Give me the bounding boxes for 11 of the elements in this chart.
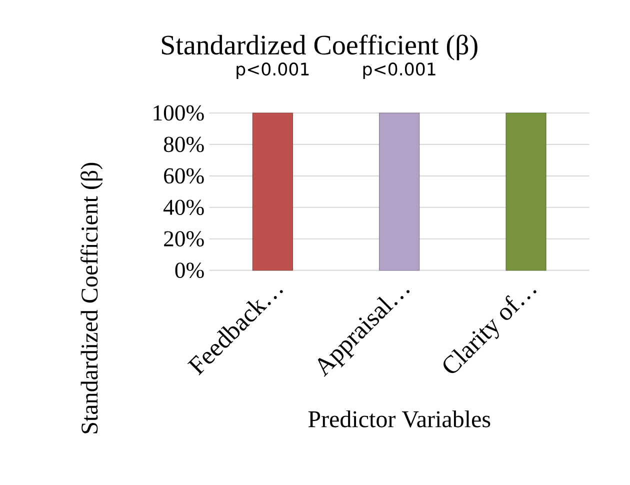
y-tick-label: 100% bbox=[154, 105, 204, 121]
y-tick-label: 80% bbox=[164, 136, 204, 152]
annotation: p<0.001 bbox=[236, 62, 309, 79]
y-tick-label: 60% bbox=[164, 168, 204, 184]
y-axis-title: Standardized Coefficient (β) bbox=[80, 162, 103, 434]
chart-title: Standardized Coefficient (β) bbox=[162, 34, 478, 60]
y-tick-label: 20% bbox=[164, 231, 204, 247]
y-tick-label: 40% bbox=[164, 200, 204, 216]
x-axis-title: Predictor Variables bbox=[308, 410, 490, 428]
y-tick-label: 0% bbox=[175, 262, 204, 278]
annotation: p<0.001 bbox=[363, 62, 436, 79]
